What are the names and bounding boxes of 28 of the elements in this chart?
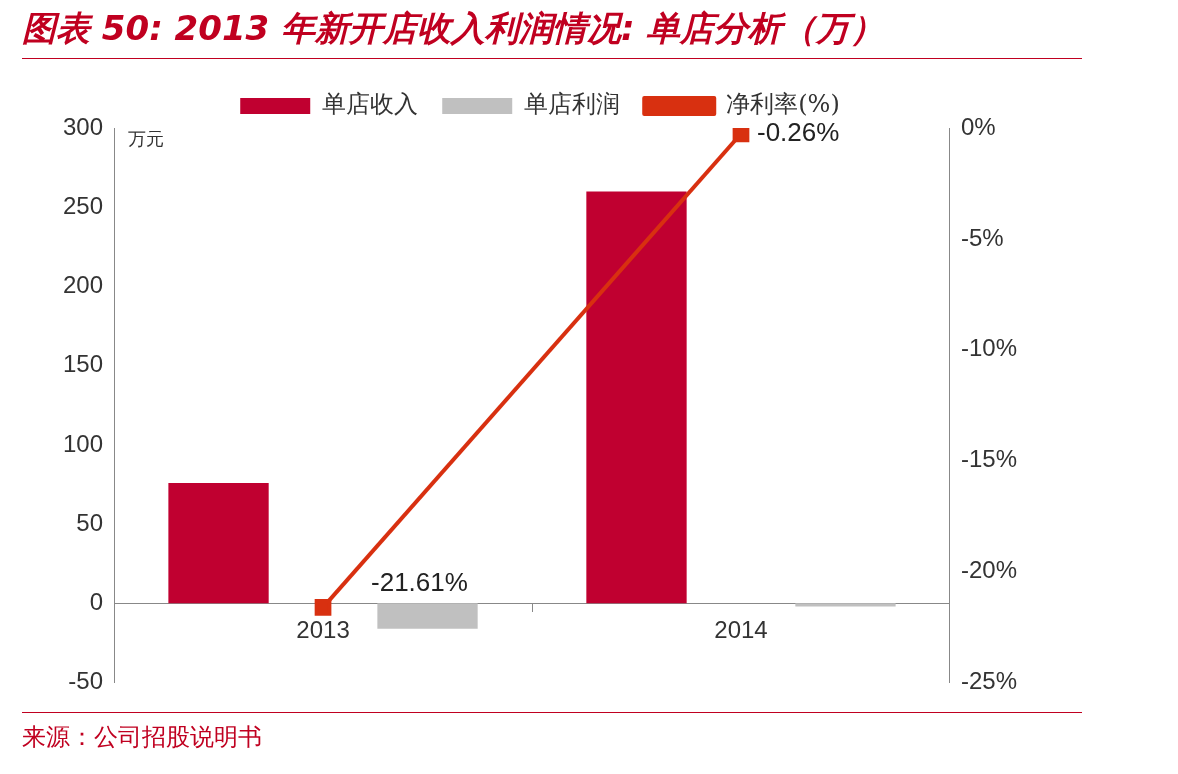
y-tick-label: 200 (63, 271, 104, 299)
y-tick-label: -50 (68, 667, 104, 695)
y2-tick-label: 0% (960, 112, 996, 140)
y-tick-label: 100 (63, 429, 104, 457)
x-tick-label: 2013 (296, 616, 350, 644)
y-tick-label: 150 (63, 350, 104, 378)
bar (586, 191, 687, 604)
y-tick-label: 250 (63, 191, 104, 219)
y-axis-title: 万元 (128, 127, 165, 149)
bar (795, 603, 896, 607)
y2-tick-label: -25% (960, 667, 1017, 695)
chart-title: 图表 50: 2013 年新开店收入利润情况: 单店分析（万） (22, 6, 1082, 59)
y2-tick-label: -5% (960, 223, 1004, 251)
bar (377, 603, 478, 629)
y2-tick-label: -15% (960, 445, 1017, 473)
legend-label: 单店收入 (322, 90, 419, 119)
legend-label: 净利率(%) (726, 90, 840, 119)
source-note: 来源：公司招股说明书 (22, 712, 1082, 753)
y2-tick-label: -20% (960, 556, 1017, 584)
bar (168, 482, 269, 604)
y2-tick-label: -10% (960, 334, 1017, 362)
data-label: -21.61% (371, 566, 468, 597)
x-tick-label: 2014 (714, 616, 768, 644)
data-label: -0.26% (756, 116, 840, 147)
y-tick-label: 300 (63, 112, 104, 140)
y-tick-label: 0 (89, 588, 104, 615)
legend-label: 单店利润 (524, 90, 621, 119)
y-tick-label: 50 (76, 508, 104, 536)
